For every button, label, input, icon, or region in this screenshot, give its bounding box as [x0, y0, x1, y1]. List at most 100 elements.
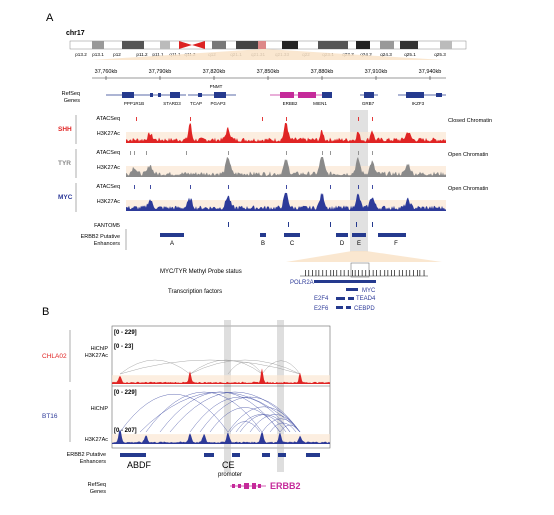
enhancer-bars-b: [120, 453, 320, 457]
atac-peak: [190, 117, 191, 121]
enhancer-label-b2: Enhancers: [80, 459, 107, 465]
track-label: ATACSeq: [96, 116, 120, 122]
fantom-label: FANTOM5: [94, 223, 120, 229]
zoom-region: [92, 49, 444, 60]
coordinate-labels: 37,760kb 37,790kb 37,820kb 37,850kb 37,880kb…: [95, 69, 442, 80]
hichip-arc: [139, 391, 301, 433]
refseq-label-a1: RefSeq: [62, 91, 80, 97]
track-label: H3K27Ac: [97, 165, 120, 171]
coord-label: 37,820kb: [203, 69, 226, 75]
atac-peak: [372, 151, 373, 155]
tf-tead4: TEAD4: [356, 296, 376, 302]
methyl-probe: [365, 270, 367, 276]
enh-b: B: [261, 241, 265, 247]
atac-peak: [358, 117, 359, 121]
band-label: p12: [113, 52, 121, 57]
band-label: q11.1: [169, 52, 181, 57]
methyl-probe: [308, 270, 310, 276]
atac-peak: [134, 185, 135, 189]
h3-range: [0 - 23]: [114, 344, 133, 350]
group-shh: SHH ATACSeq H3K27Ac Closed Chromatin: [58, 115, 492, 144]
group-myc: MYC ATACSeq H3K27Ac Open Chromatin: [58, 183, 488, 212]
hichip-arc: [119, 394, 229, 433]
signal-area: [112, 429, 330, 444]
methyl-probe: [352, 270, 353, 276]
band-label: p13.2: [75, 52, 87, 57]
enhancer-label-a2: Enhancers: [94, 241, 121, 247]
gene-erbb2: ERBB2: [283, 101, 298, 106]
enhancer-bars-a: [160, 233, 406, 237]
enhancer-letters-a: A B C D E F: [170, 241, 398, 247]
methyl-probe: [358, 270, 359, 276]
methyl-probe: [330, 270, 332, 276]
methyl-highlight: [350, 262, 370, 278]
coord-label: 37,910kb: [365, 69, 388, 75]
highlight-b2: [277, 320, 284, 472]
signal-area: [126, 123, 446, 143]
band-label: q25.1: [404, 52, 416, 57]
methyl-probe: [347, 270, 349, 276]
sample-bt16: BT16 [0 - 229] HiChIP [0 - 207] H3K27Ac: [42, 390, 330, 444]
methyl-probe: [372, 270, 374, 276]
tf-labels: POLR2A MYC E2F4 TEAD4 E2F6 CEBPD: [290, 280, 376, 312]
atac-peak: [286, 117, 287, 121]
sample-label: BT16: [42, 413, 58, 420]
methyl-probe: [379, 270, 381, 276]
group-label: SHH: [58, 126, 72, 133]
methyl-probe: [384, 270, 386, 276]
atac-peak: [130, 151, 131, 155]
highlight-b1: [224, 320, 231, 472]
hichip-arc: [227, 406, 301, 433]
methyl-label: MYC/TYR Methyl Probe status: [160, 269, 242, 275]
methyl-probe: [405, 270, 407, 276]
gene-models-a: [106, 92, 446, 98]
atac-peak: [330, 151, 331, 155]
chromatin-status: Open Chromatin: [448, 152, 488, 158]
hichip-arc: [209, 407, 281, 433]
hichip-arc: [189, 359, 301, 375]
atac-peak: [322, 151, 323, 155]
atac-peak: [150, 185, 151, 189]
band-label: p11.2: [136, 52, 148, 57]
erbb2-gene-label: ERBB2: [270, 481, 301, 491]
atac-peak: [228, 151, 229, 155]
erbb2-gene-model: [230, 483, 266, 489]
gene-ikzf3: IKZF3: [412, 101, 425, 106]
panel-b-tracks: CHLA02[0 - 229]HiChIP [0 - 23]H3K27Ac BT16…: [42, 330, 330, 444]
methyl-probe: [391, 270, 392, 276]
gene-labels-a: PNMT PPP1R1B STARD3 TCAP PGAP3 ERBB2 MIE…: [124, 84, 425, 106]
coord-label: 37,850kb: [257, 69, 280, 75]
hichip-arc: [119, 359, 301, 375]
methyl-probe: [361, 270, 363, 276]
methyl-probe: [419, 270, 421, 276]
group-tyr: TYR ATACSeq H3K27Ac Open Chromatin: [58, 149, 488, 178]
chromosome-ideogram: [69, 40, 467, 50]
coord-label: 37,790kb: [149, 69, 172, 75]
enh-e: E: [357, 241, 361, 247]
refseq-label-a2: Genes: [64, 98, 80, 104]
atac-peak: [358, 185, 359, 189]
methyl-probes: [300, 270, 428, 277]
coord-label: 37,940kb: [419, 69, 442, 75]
promoter-label: promoter: [218, 472, 242, 478]
methyl-probe: [333, 270, 334, 276]
track-label: ATACSeq: [96, 184, 120, 190]
signal-area: [126, 157, 446, 177]
tf-e2f6: E2F6: [314, 306, 329, 312]
h3-label: H3K27Ac: [85, 437, 108, 443]
track-label: H3K27Ac: [97, 199, 120, 205]
methyl-probe: [312, 270, 313, 276]
sample-chla02: CHLA02 [0 - 229] HiChIP [0 - 23] H3K27Ac: [42, 330, 330, 384]
enh-c: C: [290, 241, 295, 247]
methyl-probe: [402, 270, 403, 276]
hichip-arc: [227, 361, 263, 375]
hichip-arc: [169, 391, 301, 433]
hichip-arc: [189, 396, 291, 433]
fantom-marks: [228, 222, 373, 227]
chromatin-status: Open Chromatin: [448, 186, 488, 192]
signal-area: [126, 192, 446, 211]
refseq-label-b2: Genes: [90, 489, 106, 495]
group-label: TYR: [58, 160, 71, 167]
panel-b-label: B: [42, 306, 49, 318]
